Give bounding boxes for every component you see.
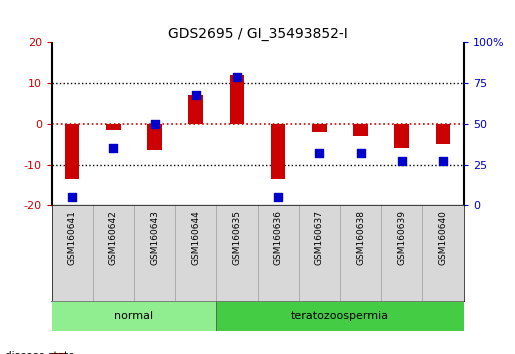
Point — [192, 92, 200, 97]
Point — [398, 159, 406, 164]
Text: GSM160643: GSM160643 — [150, 210, 159, 265]
Bar — [147, 124, 162, 150]
Text: GSM160640: GSM160640 — [438, 210, 448, 265]
Text: GSM160641: GSM160641 — [67, 210, 77, 265]
Bar — [436, 124, 450, 144]
Bar — [353, 124, 368, 136]
Bar — [188, 96, 203, 124]
Title: GDS2695 / GI_35493852-I: GDS2695 / GI_35493852-I — [167, 28, 348, 41]
Text: GSM160635: GSM160635 — [232, 210, 242, 265]
Text: disease state: disease state — [5, 351, 75, 354]
Text: teratozoospermia: teratozoospermia — [291, 311, 389, 321]
Text: GSM160642: GSM160642 — [109, 210, 118, 265]
Point — [68, 194, 76, 200]
Bar — [65, 124, 79, 179]
Point — [439, 159, 447, 164]
Text: normal: normal — [114, 311, 153, 321]
Text: GSM160639: GSM160639 — [397, 210, 406, 265]
Bar — [216, 301, 464, 331]
Bar — [312, 124, 327, 132]
Point — [109, 145, 117, 151]
Text: GSM160637: GSM160637 — [315, 210, 324, 265]
Point — [315, 150, 323, 156]
Text: GSM160638: GSM160638 — [356, 210, 365, 265]
Bar — [230, 75, 244, 124]
Bar — [106, 124, 121, 130]
Text: GSM160636: GSM160636 — [273, 210, 283, 265]
Point — [356, 150, 365, 156]
Point — [150, 121, 159, 127]
Text: GSM160644: GSM160644 — [191, 210, 200, 265]
Bar — [52, 301, 216, 331]
Point — [274, 194, 282, 200]
Bar — [394, 124, 409, 148]
Bar — [271, 124, 285, 179]
Bar — [52, 353, 66, 354]
Point — [233, 74, 241, 80]
